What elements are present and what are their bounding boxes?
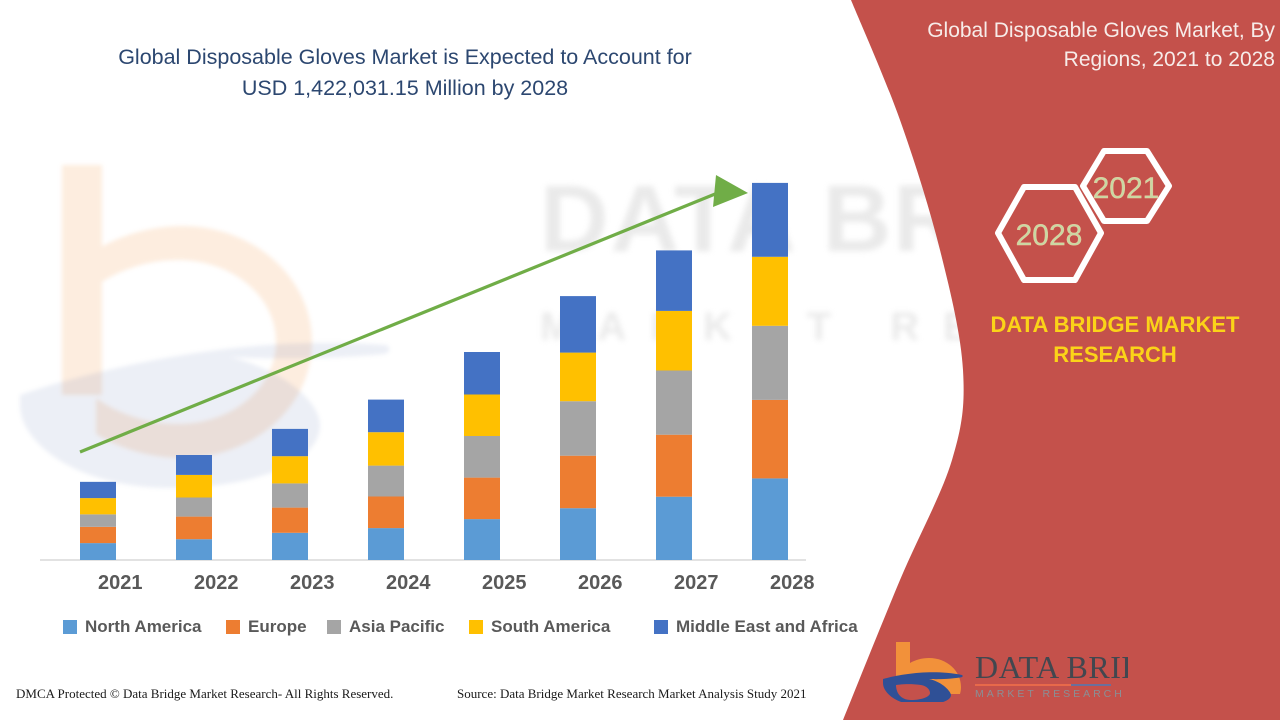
svg-text:DATA BRIDGE: DATA BRIDGE <box>975 649 1128 685</box>
svg-text:2021: 2021 <box>1093 172 1160 205</box>
svg-text:2028: 2028 <box>1016 219 1083 252</box>
svg-text:MARKET RESEARCH: MARKET RESEARCH <box>975 688 1125 700</box>
